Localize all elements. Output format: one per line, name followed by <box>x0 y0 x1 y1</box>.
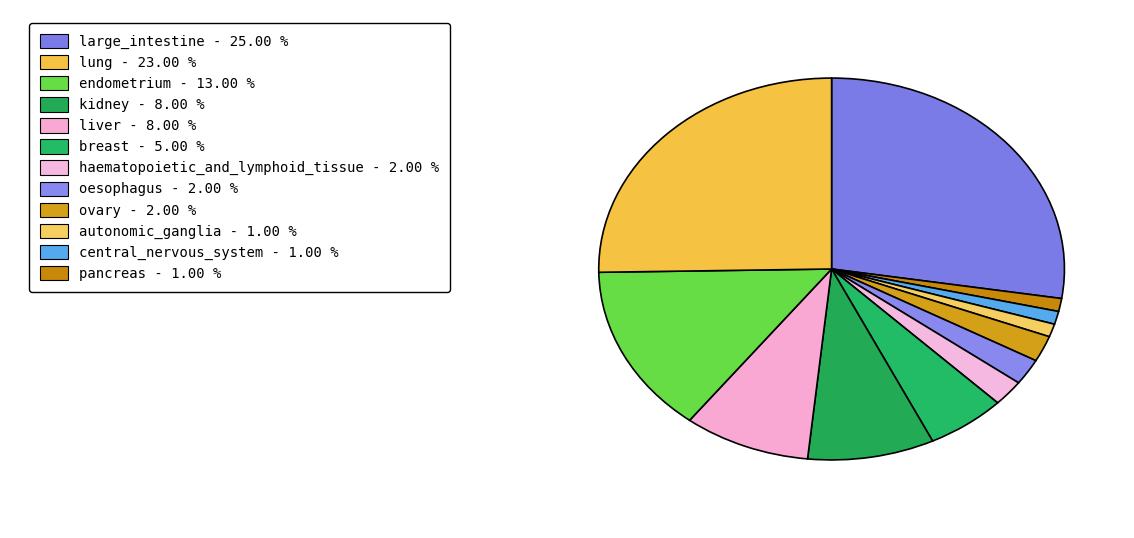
Wedge shape <box>831 78 1065 299</box>
Wedge shape <box>689 269 831 459</box>
Wedge shape <box>831 269 1049 360</box>
Wedge shape <box>831 269 1055 337</box>
Wedge shape <box>831 269 1059 324</box>
Wedge shape <box>831 269 998 441</box>
Wedge shape <box>599 78 831 272</box>
Wedge shape <box>831 269 1018 403</box>
Wedge shape <box>807 269 932 460</box>
Wedge shape <box>599 269 831 420</box>
Wedge shape <box>831 269 1061 312</box>
Legend: large_intestine - 25.00 %, lung - 23.00 %, endometrium - 13.00 %, kidney - 8.00 : large_intestine - 25.00 %, lung - 23.00 … <box>28 23 450 292</box>
Wedge shape <box>831 269 1035 383</box>
